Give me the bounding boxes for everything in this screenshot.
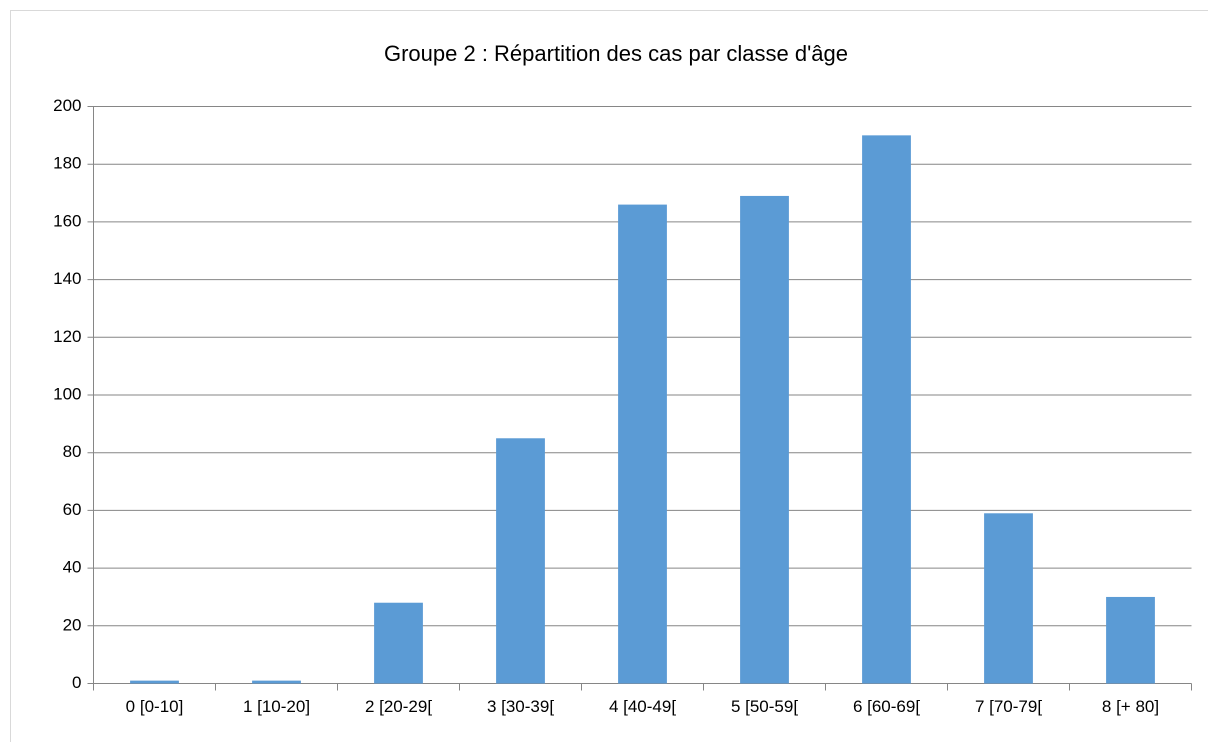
x-tick-label: 4 [40-49[	[609, 697, 676, 716]
y-tick-label: 80	[63, 442, 82, 461]
chart-title: Groupe 2 : Répartition des cas par class…	[384, 41, 848, 66]
bar	[252, 680, 301, 684]
bar	[496, 438, 545, 684]
y-tick-label: 120	[53, 327, 81, 346]
x-tick-label: 7 [70-79[	[975, 697, 1042, 716]
y-tick-label: 160	[53, 211, 81, 230]
bar	[740, 195, 789, 684]
y-tick-label: 100	[53, 384, 81, 403]
y-tick-label: 40	[63, 558, 82, 577]
x-tick-label: 5 [50-59[	[731, 697, 798, 716]
y-tick-label: 140	[53, 269, 81, 288]
y-tick-label: 60	[63, 500, 82, 519]
x-tick-label: 2 [20-29[	[365, 697, 432, 716]
x-tick-label: 3 [30-39[	[487, 697, 554, 716]
x-tick-label: 8 [+ 80]	[1102, 697, 1159, 716]
x-tick-label: 6 [60-69[	[853, 697, 920, 716]
bar	[618, 204, 667, 684]
bar	[130, 680, 179, 684]
x-tick-label: 1 [10-20]	[243, 697, 310, 716]
x-tick-label: 0 [0-10]	[126, 697, 184, 716]
bar	[984, 513, 1033, 684]
y-tick-label: 200	[53, 96, 81, 115]
y-tick-label: 20	[63, 615, 82, 634]
y-tick-label: 0	[72, 673, 81, 692]
bar	[862, 135, 911, 684]
bar	[1106, 596, 1155, 684]
y-tick-label: 180	[53, 154, 81, 173]
bar	[374, 602, 423, 684]
